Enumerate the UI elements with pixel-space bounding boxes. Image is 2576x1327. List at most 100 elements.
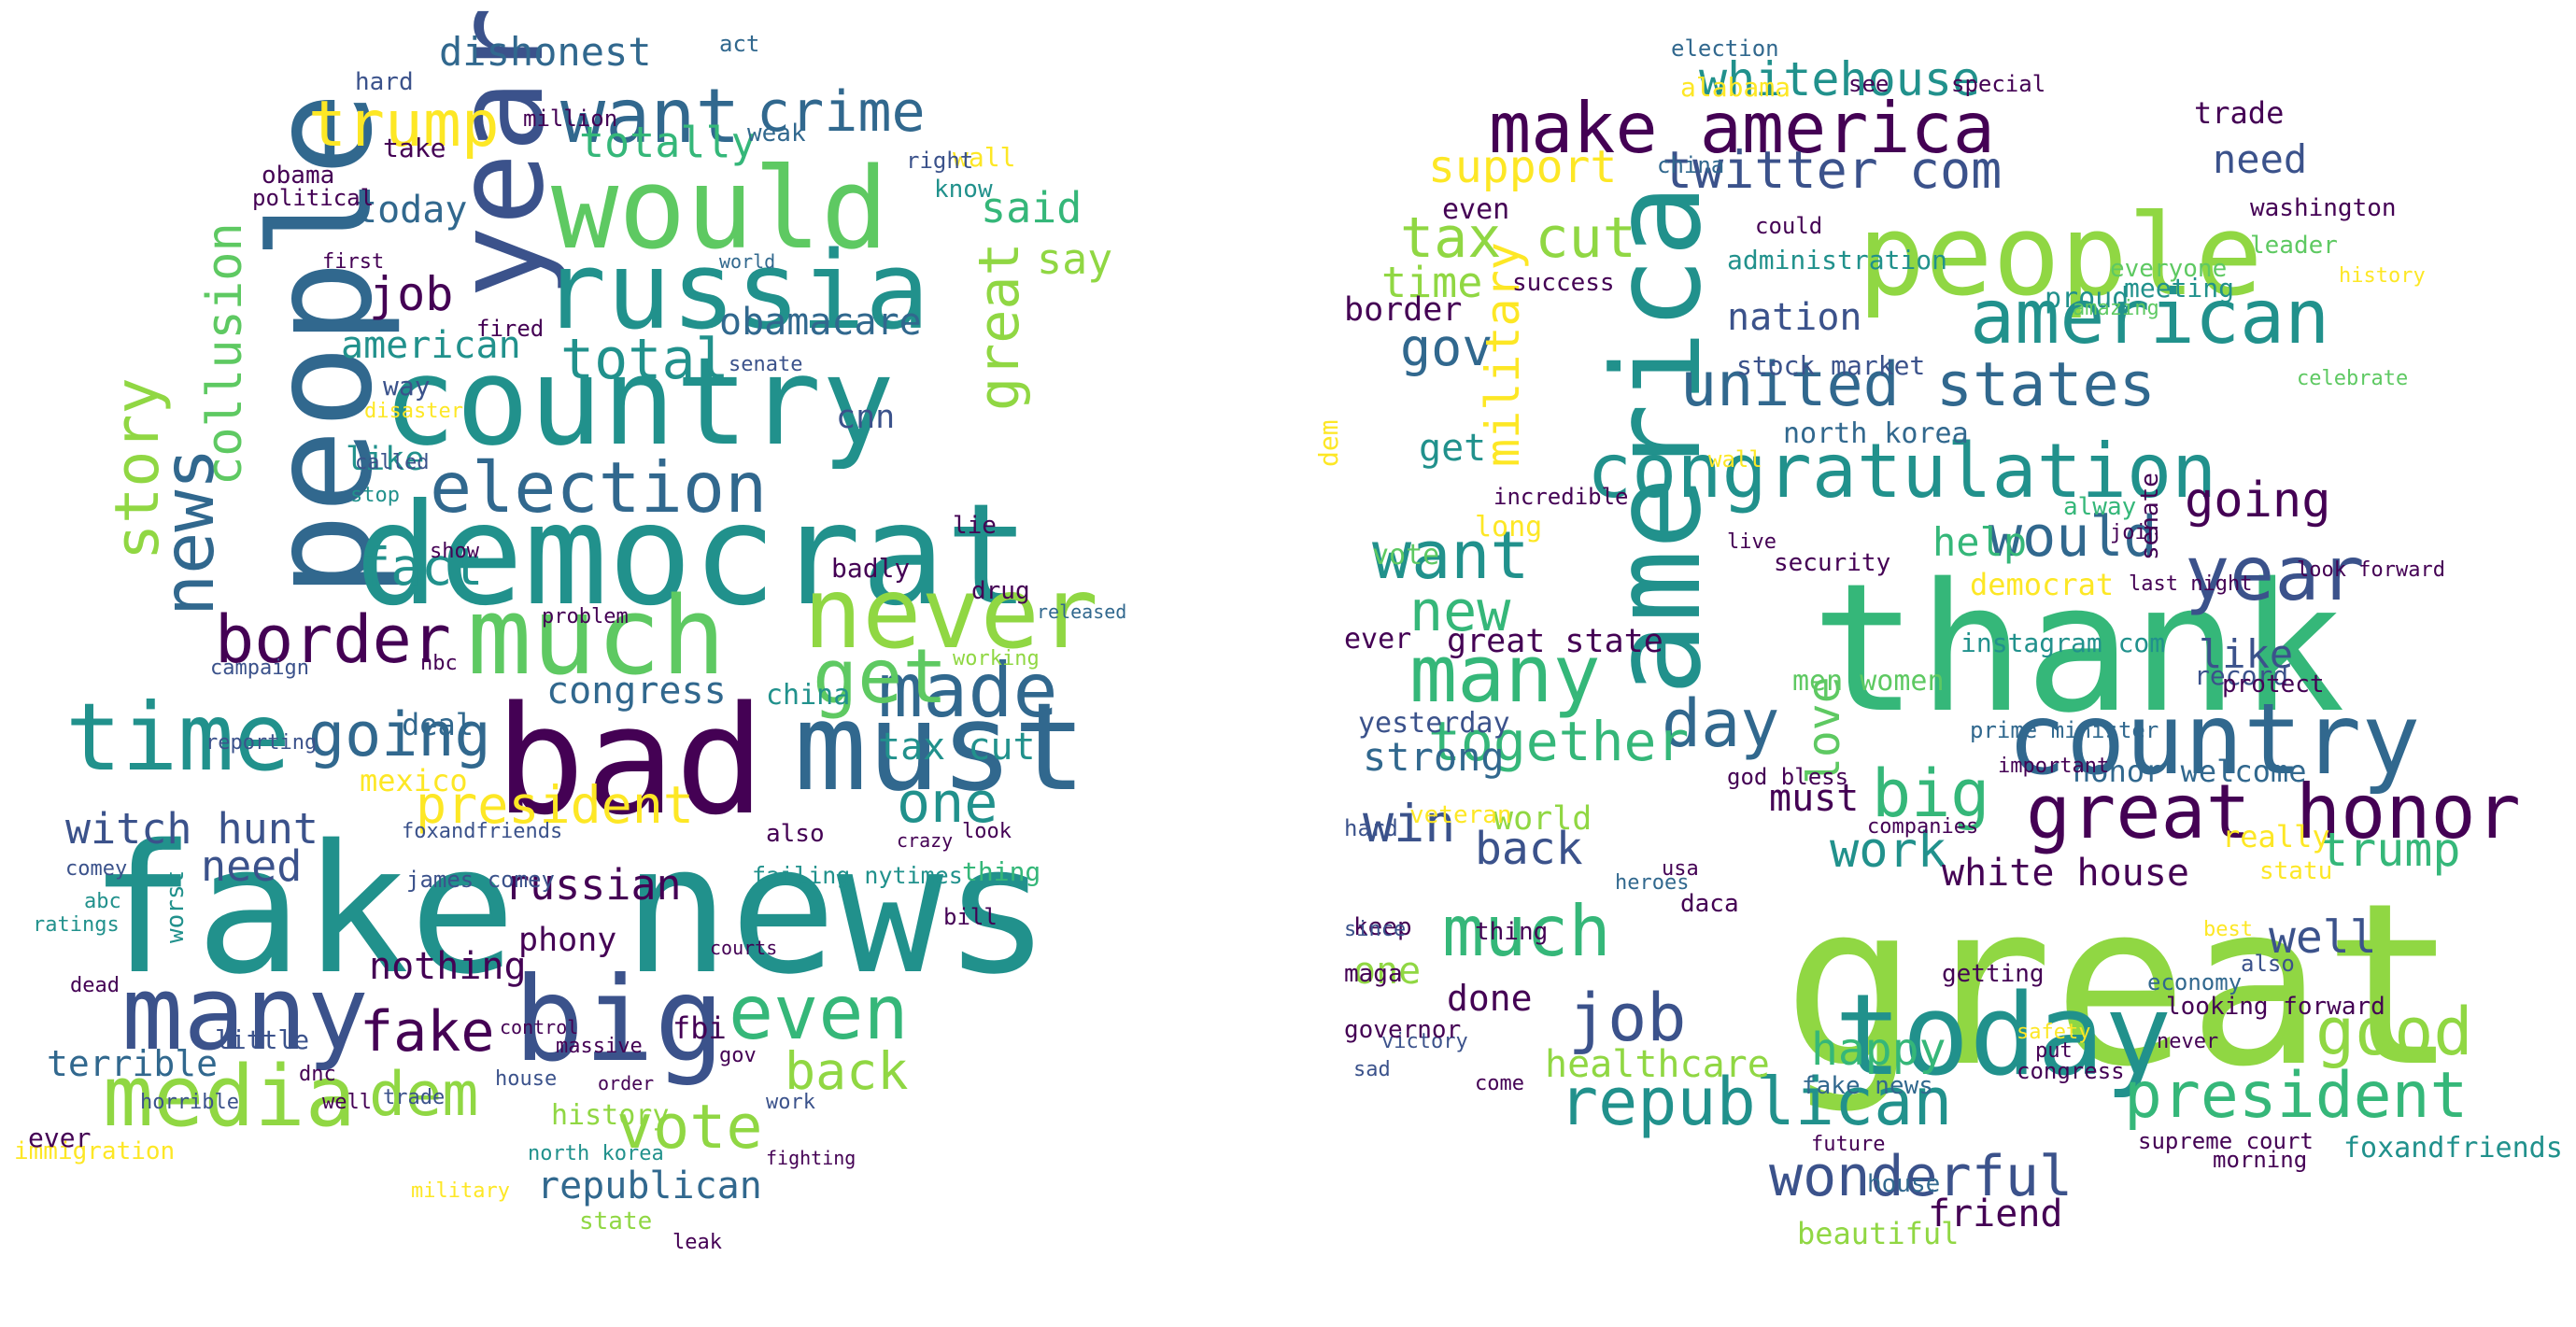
word-sad: sad	[1353, 1058, 1391, 1081]
word-people: people	[1858, 191, 2263, 321]
word-thank: thank	[1811, 545, 2345, 752]
word-yesterday: yesterday	[1358, 707, 1510, 740]
word-going: going	[2185, 473, 2331, 529]
word-drug: drug	[971, 577, 1030, 605]
word-tax-cut: tax cut	[878, 726, 1036, 769]
word-done: done	[1447, 978, 1533, 1019]
word-way: way	[383, 371, 431, 402]
word-history: history	[551, 1099, 670, 1132]
word-time: time	[65, 683, 290, 792]
word-country: country	[2007, 683, 2421, 797]
word-american: american	[1970, 274, 2330, 360]
word-gov: gov	[1400, 318, 1493, 377]
word-live: live	[1727, 530, 1776, 554]
word-administration: administration	[1727, 245, 1948, 275]
word-many: many	[1409, 628, 1601, 721]
word-come: come	[1475, 1072, 1524, 1095]
word-today: today	[355, 189, 468, 232]
word-north-korea: north korea	[1783, 417, 1969, 450]
word-white-house: white house	[1942, 852, 2189, 895]
word-russia: russia	[542, 229, 930, 354]
word-keep: keep	[1353, 913, 1412, 941]
word-best: best	[2203, 918, 2253, 941]
word-election: election	[1671, 35, 1779, 62]
word-companies: companies	[1867, 815, 1979, 839]
word-said: said	[981, 183, 1083, 233]
word-new: new	[1409, 579, 1511, 644]
word-thing: thing	[1475, 918, 1549, 946]
word-president: president	[2124, 1059, 2469, 1133]
word-horrible: horrible	[140, 1091, 239, 1114]
word-governor: governor	[1344, 1016, 1462, 1044]
word-bad: bad	[495, 673, 765, 848]
word-china: china	[766, 679, 851, 712]
word-election: election	[430, 446, 768, 529]
word-great-honor: great honor	[2026, 769, 2521, 855]
word-work: work	[766, 1091, 815, 1114]
word-story: story	[103, 377, 173, 560]
word-say: say	[1037, 234, 1113, 284]
word-weak: weak	[747, 120, 806, 148]
word-great: great	[967, 242, 1032, 411]
word-win: win	[1363, 794, 1456, 854]
word-million: million	[523, 106, 618, 132]
word-president: president	[416, 775, 695, 835]
word-get: get	[813, 633, 948, 720]
word-like: like	[2199, 631, 2294, 677]
word-see: see	[1848, 71, 1890, 97]
word-mexico: mexico	[360, 763, 468, 798]
word-important: important	[1998, 755, 2110, 778]
word-future: future	[1811, 1133, 1886, 1156]
word-first: first	[322, 250, 385, 274]
word-long: long	[1475, 511, 1543, 544]
word-dem: dem	[369, 1060, 479, 1130]
word-well: well	[322, 1091, 372, 1114]
word-tax-cut: tax cut	[1400, 205, 1636, 271]
word-safety: safety	[2017, 1021, 2091, 1044]
word-fbi: fbi	[672, 1010, 727, 1046]
word-north-korea: north korea	[528, 1142, 664, 1165]
word-happy: happy	[1811, 1023, 1946, 1076]
word-failing-nytimes: failing nytimes	[752, 862, 963, 889]
word-dem: dem	[1313, 419, 1344, 467]
word-world: world	[1493, 800, 1592, 838]
word-united-states: united states	[1680, 350, 2156, 420]
word-good: good	[2315, 994, 2473, 1070]
word-show: show	[430, 540, 479, 563]
word-democrat: democrat	[1970, 567, 2115, 602]
word-protect: protect	[2222, 671, 2325, 699]
word-immigration: immigration	[14, 1137, 176, 1165]
word-looking-forward: looking forward	[2166, 993, 2385, 1021]
word-maga: maga	[1344, 960, 1403, 988]
word-even: even	[729, 969, 909, 1056]
word-leak: leak	[672, 1231, 722, 1254]
word-look: look	[962, 820, 1012, 843]
word-celebrate: celebrate	[2297, 367, 2409, 390]
word-right: right	[906, 148, 974, 174]
word-control: control	[500, 1016, 579, 1038]
word-hard: hard	[355, 68, 414, 96]
word-abc: abc	[84, 890, 121, 913]
word-prime-minister: prime minister	[1970, 717, 2159, 743]
word-disaster: disaster	[364, 400, 463, 423]
word-trump: trump	[308, 88, 500, 162]
word-trump: trump	[2320, 823, 2461, 877]
word-china: china	[1657, 152, 1725, 178]
word-alabama: alabama	[1680, 72, 1791, 103]
word-morning: morning	[2213, 1147, 2308, 1173]
word-fighting: fighting	[766, 1147, 856, 1169]
word-ever: ever	[1344, 623, 1412, 656]
word-history: history	[2339, 264, 2426, 288]
word-lie: lie	[953, 512, 997, 540]
word-work: work	[1830, 823, 1947, 879]
word-senate: senate	[2136, 473, 2164, 560]
word-congratulation: congratulation	[1587, 428, 2217, 515]
word-cnn: cnn	[836, 399, 896, 436]
word-would: would	[1989, 504, 2158, 570]
word-year: year	[2185, 530, 2365, 617]
word-take: take	[383, 133, 446, 163]
word-never: never	[803, 557, 1099, 671]
word-witch-hunt: witch hunt	[65, 804, 318, 854]
word-badly: badly	[831, 553, 911, 584]
